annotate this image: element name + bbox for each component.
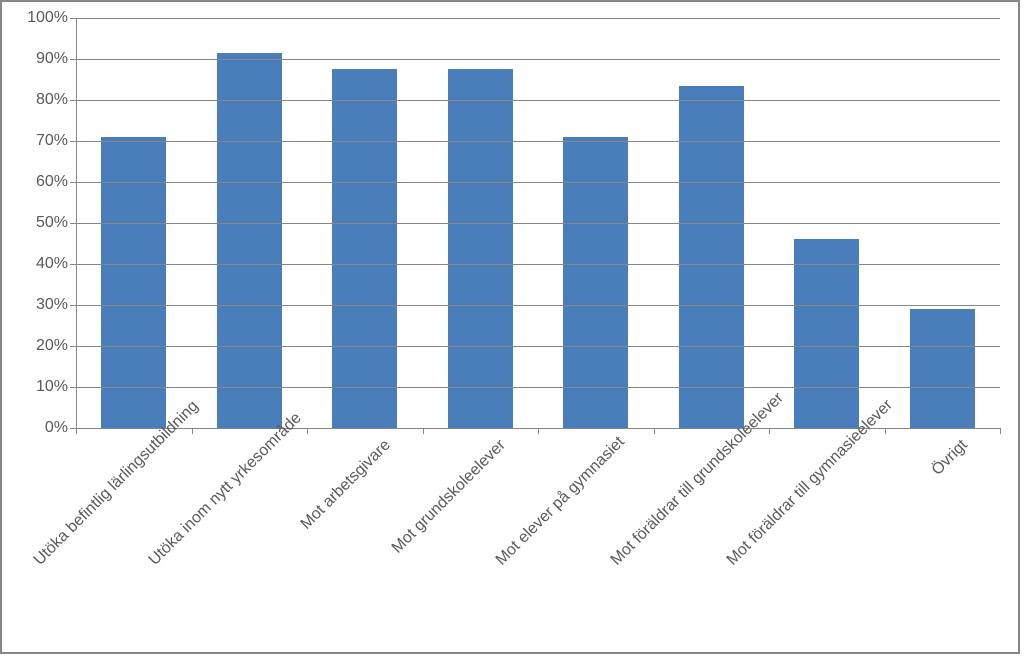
x-tick-mark <box>423 428 424 434</box>
x-tick-mark <box>538 428 539 434</box>
bar <box>679 86 744 428</box>
gridline <box>76 223 1000 224</box>
y-tick-label: 40% <box>36 255 76 273</box>
gridline <box>76 305 1000 306</box>
gridline <box>76 264 1000 265</box>
x-tick-mark <box>769 428 770 434</box>
y-tick-label: 100% <box>27 9 76 27</box>
plot-area: 0%10%20%30%40%50%60%70%80%90%100%Utöka b… <box>76 18 1000 428</box>
x-tick-mark <box>76 428 77 434</box>
bar-chart: 0%10%20%30%40%50%60%70%80%90%100%Utöka b… <box>0 0 1020 654</box>
gridline <box>76 387 1000 388</box>
gridline <box>76 100 1000 101</box>
gridline <box>76 141 1000 142</box>
bar <box>217 53 282 428</box>
gridline <box>76 18 1000 19</box>
bar <box>332 69 397 428</box>
bar <box>563 137 628 428</box>
gridline <box>76 182 1000 183</box>
bar <box>794 239 859 428</box>
y-tick-label: 0% <box>45 419 76 437</box>
x-tick-mark <box>654 428 655 434</box>
gridline <box>76 59 1000 60</box>
x-tick-mark <box>307 428 308 434</box>
bar <box>101 137 166 428</box>
y-tick-label: 60% <box>36 173 76 191</box>
y-tick-label: 80% <box>36 91 76 109</box>
y-tick-label: 20% <box>36 337 76 355</box>
y-tick-label: 90% <box>36 50 76 68</box>
bar <box>910 309 975 428</box>
y-tick-label: 30% <box>36 296 76 314</box>
y-tick-label: 50% <box>36 214 76 232</box>
x-tick-mark <box>1000 428 1001 434</box>
gridline <box>76 346 1000 347</box>
y-tick-label: 70% <box>36 132 76 150</box>
x-tick-mark <box>192 428 193 434</box>
y-tick-label: 10% <box>36 378 76 396</box>
bar <box>448 69 513 428</box>
x-tick-mark <box>885 428 886 434</box>
